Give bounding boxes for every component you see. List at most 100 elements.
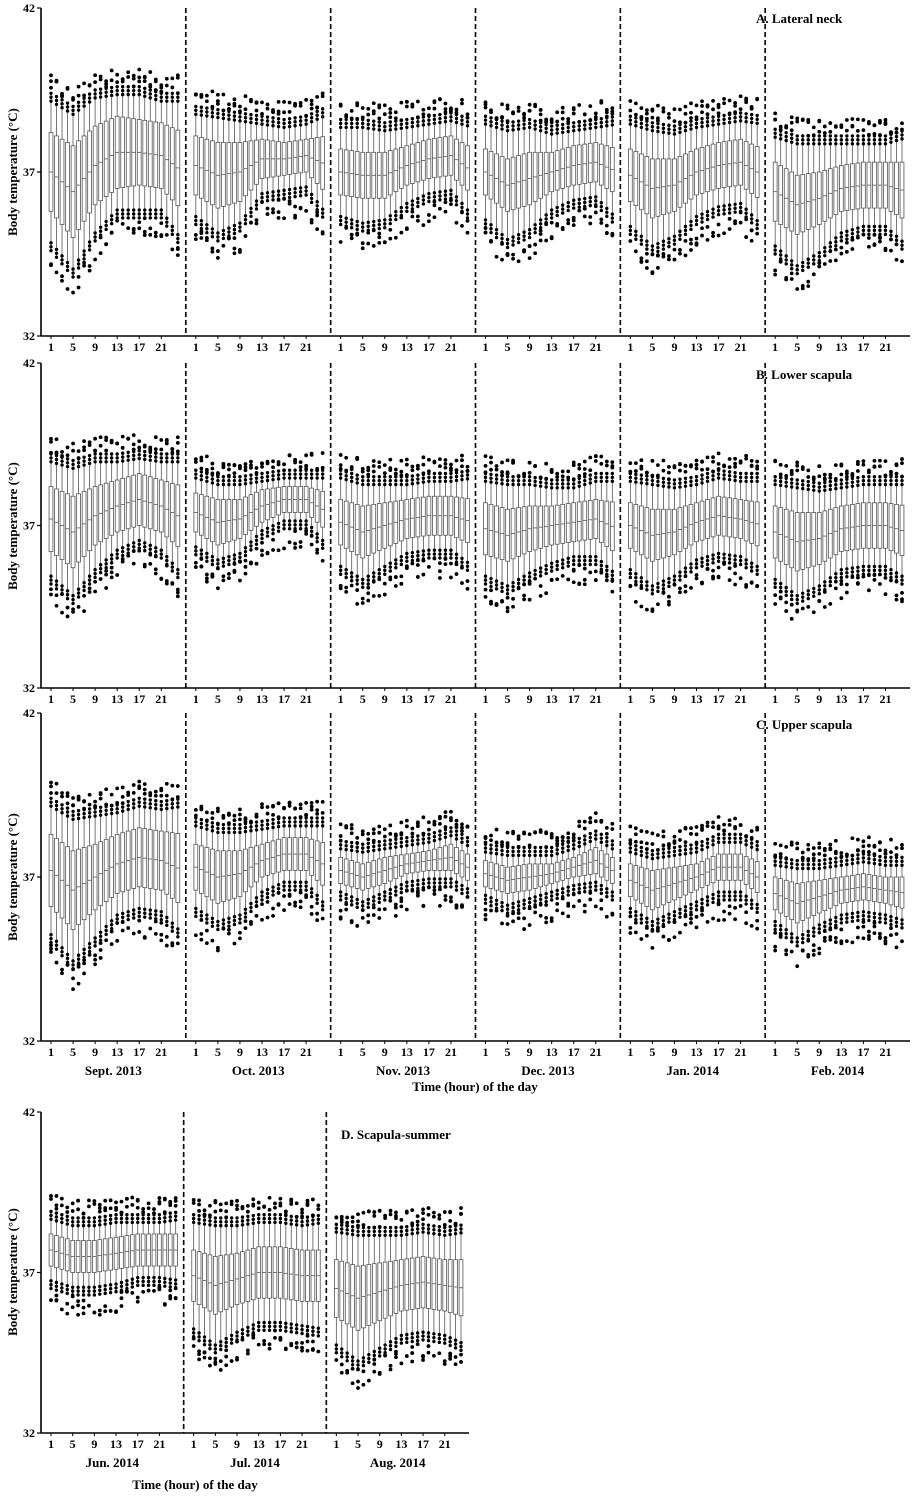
whisker-point — [126, 547, 130, 551]
whisker-point — [801, 260, 805, 265]
whisker-point — [883, 134, 888, 138]
whisker-point — [199, 910, 204, 914]
outlier-point — [489, 460, 493, 465]
whisker-point — [132, 216, 136, 220]
whisker-point — [784, 484, 788, 488]
whisker-point — [583, 196, 587, 201]
whisker-point — [538, 125, 543, 129]
outlier-point — [733, 456, 738, 461]
whisker-point — [109, 807, 114, 812]
whisker-point — [845, 485, 849, 489]
outlier-point — [142, 787, 147, 792]
outlier-point — [98, 948, 103, 952]
outlier-point — [120, 557, 125, 561]
whisker-point — [872, 138, 877, 142]
outlier-point — [142, 444, 147, 449]
whisker-point — [315, 109, 319, 114]
whisker-point — [872, 134, 877, 138]
whisker-point — [454, 474, 459, 479]
whisker-point — [661, 243, 666, 247]
outlier-point — [588, 215, 593, 219]
whisker-point — [594, 555, 598, 559]
whisker-point — [817, 481, 821, 485]
outlier-point — [544, 461, 549, 466]
outlier-point — [560, 573, 565, 578]
outlier-point — [148, 226, 153, 231]
whisker-point — [465, 477, 470, 481]
whisker-point — [705, 471, 710, 476]
whisker-point — [505, 237, 510, 242]
whisker-point — [276, 193, 281, 197]
whisker-point — [845, 567, 849, 571]
outlier-point — [164, 581, 169, 586]
outlier-point — [678, 462, 682, 467]
outlier-point — [199, 932, 204, 936]
outlier-point — [465, 464, 470, 469]
whisker-point — [165, 923, 169, 928]
outlier-point — [249, 465, 253, 470]
whisker-point — [366, 126, 370, 130]
outlier-point — [560, 105, 565, 110]
outlier-point — [527, 256, 532, 261]
outlier-point — [260, 805, 264, 810]
outlier-point — [839, 596, 844, 601]
whisker-point — [132, 457, 136, 462]
whisker-point — [845, 134, 849, 138]
whisker-point — [221, 922, 226, 926]
x-tick-label: 17 — [568, 1045, 580, 1059]
whisker-point — [65, 593, 70, 597]
whisker-point — [126, 454, 130, 458]
whisker-point — [883, 478, 888, 483]
whisker-point — [54, 939, 59, 943]
outlier-point — [421, 107, 426, 112]
whisker-point — [104, 94, 108, 98]
whisker-point — [577, 484, 581, 488]
whisker-point — [249, 206, 253, 211]
whisker-point — [806, 261, 810, 265]
whisker-point — [828, 580, 833, 584]
whisker-point — [254, 121, 259, 125]
whisker-point — [388, 475, 392, 479]
whisker-point — [639, 242, 644, 246]
whisker-point — [801, 264, 805, 269]
outlier-point — [382, 112, 387, 117]
outlier-point — [159, 920, 164, 925]
outlier-point — [338, 583, 343, 588]
outlier-point — [65, 605, 70, 610]
whisker-point — [812, 254, 816, 258]
outlier-point — [393, 467, 398, 472]
outlier-point — [639, 259, 644, 264]
outlier-point — [628, 239, 633, 243]
whisker-point — [588, 558, 592, 563]
outlier-point — [633, 249, 638, 254]
whisker-point — [298, 194, 303, 198]
whisker-point — [265, 470, 270, 475]
whisker-point — [265, 474, 270, 479]
whisker-point — [377, 478, 381, 483]
whisker-point — [366, 582, 370, 586]
whisker-point — [449, 471, 453, 476]
whisker-point — [388, 482, 392, 487]
whisker-point — [194, 914, 198, 919]
whisker-point — [137, 906, 141, 911]
outlier-point — [672, 465, 677, 470]
whisker-point — [856, 230, 860, 234]
whisker-point — [817, 485, 821, 489]
outlier-point — [789, 115, 794, 120]
whisker-point — [733, 112, 737, 116]
outlier-point — [371, 111, 376, 116]
whisker-point — [522, 475, 526, 479]
whisker-point — [900, 243, 904, 247]
whisker-point — [727, 116, 732, 121]
whisker-point — [232, 826, 237, 831]
whisker-point — [304, 527, 308, 531]
outlier-point — [628, 461, 633, 466]
whisker-point — [500, 585, 504, 590]
whisker-point — [176, 805, 180, 809]
whisker-point — [538, 128, 543, 133]
whisker-point — [170, 798, 175, 802]
whisker-point — [344, 575, 348, 580]
whisker-point — [170, 456, 175, 460]
whisker-point — [120, 915, 125, 920]
whisker-point — [427, 479, 431, 483]
